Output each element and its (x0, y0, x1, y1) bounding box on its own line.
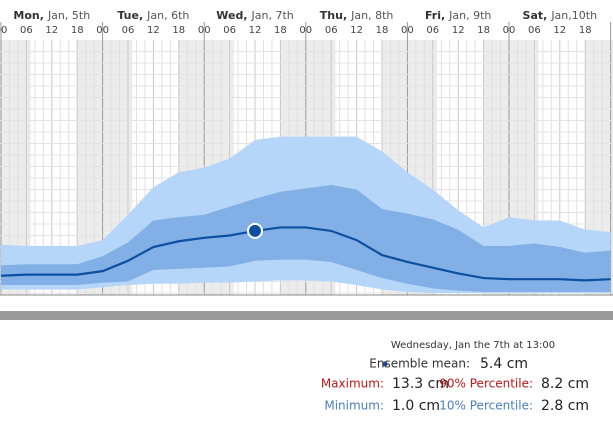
day-name: Sat, (523, 9, 548, 22)
day-name: Thu, (320, 9, 347, 22)
scroll-bar (0, 311, 613, 320)
day-label: Tue, Jan, 6th (117, 9, 189, 22)
hour-label: 18 (579, 25, 592, 36)
day-date: Jan, 5th (47, 9, 90, 22)
hour-label: 00 (401, 25, 414, 36)
mean-value: 5.4 cm (480, 356, 528, 372)
day-label: Mon, Jan, 5th (13, 9, 90, 22)
day-name: Mon, (13, 9, 44, 22)
range-band (1, 184, 611, 292)
hour-label: 00 (0, 25, 7, 36)
day-name: Tue, (117, 9, 143, 22)
p90-label: 90% Percentile: (439, 377, 533, 391)
min-value: 1.0 cm (392, 398, 440, 414)
hour-label: 12 (553, 25, 566, 36)
max-value: 13.3 cm (392, 376, 449, 392)
hover-point (247, 222, 263, 239)
hour-label: 18 (376, 25, 389, 36)
day-date: Jan,10th (550, 9, 597, 22)
mean-label: Ensemble mean: (369, 357, 470, 371)
header: 00 06 12 18 00 06 12 18 00 06 12 18 00 06 12 18 00 06 12 18… (0, 9, 597, 36)
mean-line (0, 226, 611, 282)
day-date: Jan, 7th (251, 9, 294, 22)
hour-label: 00 (198, 25, 211, 36)
day-label: Fri, Jan, 9th (425, 9, 491, 22)
day-date: Jan, 9th (448, 9, 491, 22)
day-name: Wed, (216, 9, 247, 22)
hour-label: 12 (350, 25, 363, 36)
hour-label: 18 (477, 25, 490, 36)
day-date: Jan, 8th (350, 9, 393, 22)
hour-label: 00 (503, 25, 516, 36)
day-label: Thu, Jan, 8th (320, 9, 394, 22)
hour-label: 06 (426, 25, 439, 36)
tooltip-title: Wednesday, Jan the 7th at 13:00 (391, 340, 555, 351)
tooltip: Wednesday, Jan the 7th at 13:00 Ensemble… (321, 340, 589, 414)
max-label: Maximum: (321, 377, 384, 391)
hour-label: 06 (528, 25, 541, 36)
hour-label: 18 (71, 25, 84, 36)
hour-label: 06 (122, 25, 135, 36)
hour-label: 12 (249, 25, 262, 36)
hour-label: 18 (274, 25, 287, 36)
hour-label: 06 (20, 25, 33, 36)
mean-dot (382, 361, 388, 367)
hour-label: 00 (299, 25, 312, 36)
day-date: Jan, 6th (146, 9, 189, 22)
hour-label: 12 (147, 25, 160, 36)
hour-label: 06 (223, 25, 236, 36)
hour-label: 12 (452, 25, 465, 36)
hour-label: 18 (172, 25, 185, 36)
day-label: Sat, Jan,10th (523, 9, 598, 22)
hour-label: 00 (96, 25, 109, 36)
min-label: Minimum: (324, 399, 384, 413)
hour-label: 06 (325, 25, 338, 36)
day-label: Wed, Jan, 7th (216, 9, 294, 22)
p10-value: 2.8 cm (541, 398, 589, 414)
hour-label: 12 (45, 25, 58, 36)
p10-label: 10% Percentile: (439, 399, 533, 413)
day-name: Fri, (425, 9, 445, 22)
plot (0, 136, 611, 293)
p90-value: 8.2 cm (541, 376, 589, 392)
